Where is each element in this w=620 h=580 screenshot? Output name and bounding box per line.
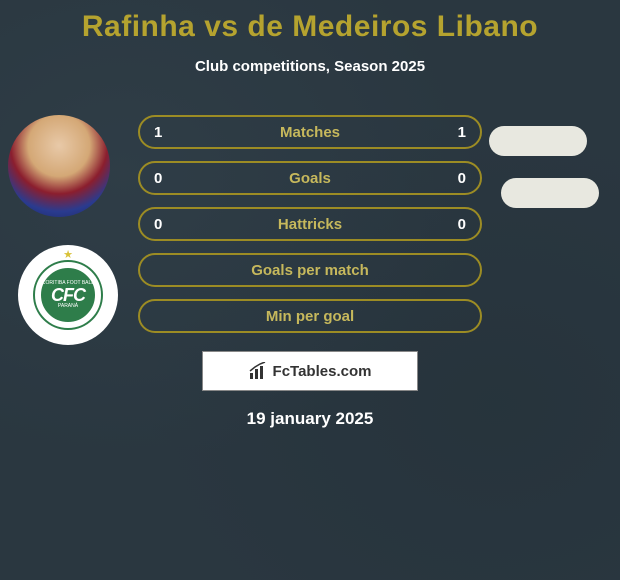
stat-left-value: 1 [154, 124, 162, 141]
stat-left-value: 0 [154, 170, 162, 187]
stat-row-matches: 1 Matches 1 [138, 115, 482, 149]
stat-label: Min per goal [266, 308, 354, 325]
star-icon: ★ [63, 250, 73, 261]
content-area: ★ CORITIBA FOOT BALL CFC PARANÁ 1 Matche… [0, 115, 620, 429]
player-avatar-left [8, 115, 110, 217]
badge-text-bottom: PARANÁ [58, 304, 78, 309]
stat-row-min-per-goal: Min per goal [138, 299, 482, 333]
stat-left-value: 0 [154, 216, 162, 233]
stat-rows: 1 Matches 1 0 Goals 0 0 Hattricks 0 Goal… [138, 115, 482, 333]
stat-row-goals: 0 Goals 0 [138, 161, 482, 195]
badge-cfc: CFC [51, 286, 85, 304]
brand-text: FcTables.com [273, 363, 372, 380]
stat-right-value: 0 [458, 170, 466, 187]
page-title: Rafinha vs de Medeiros Libano [0, 0, 620, 44]
stat-row-goals-per-match: Goals per match [138, 253, 482, 287]
stat-label: Hattricks [278, 216, 342, 233]
stat-label: Goals per match [251, 262, 369, 279]
comparison-pill [489, 126, 587, 156]
brand-tag[interactable]: FcTables.com [202, 351, 418, 391]
stat-row-hattricks: 0 Hattricks 0 [138, 207, 482, 241]
stat-right-value: 0 [458, 216, 466, 233]
chart-icon [249, 362, 267, 380]
club-badge-inner: ★ CORITIBA FOOT BALL CFC PARANÁ [35, 262, 101, 328]
club-badge-left: ★ CORITIBA FOOT BALL CFC PARANÁ [18, 245, 118, 345]
date-text: 19 january 2025 [0, 409, 620, 429]
stat-label: Matches [280, 124, 340, 141]
stat-label: Goals [289, 170, 331, 187]
comparison-pill [501, 178, 599, 208]
page-subtitle: Club competitions, Season 2025 [0, 58, 620, 75]
stat-right-value: 1 [458, 124, 466, 141]
